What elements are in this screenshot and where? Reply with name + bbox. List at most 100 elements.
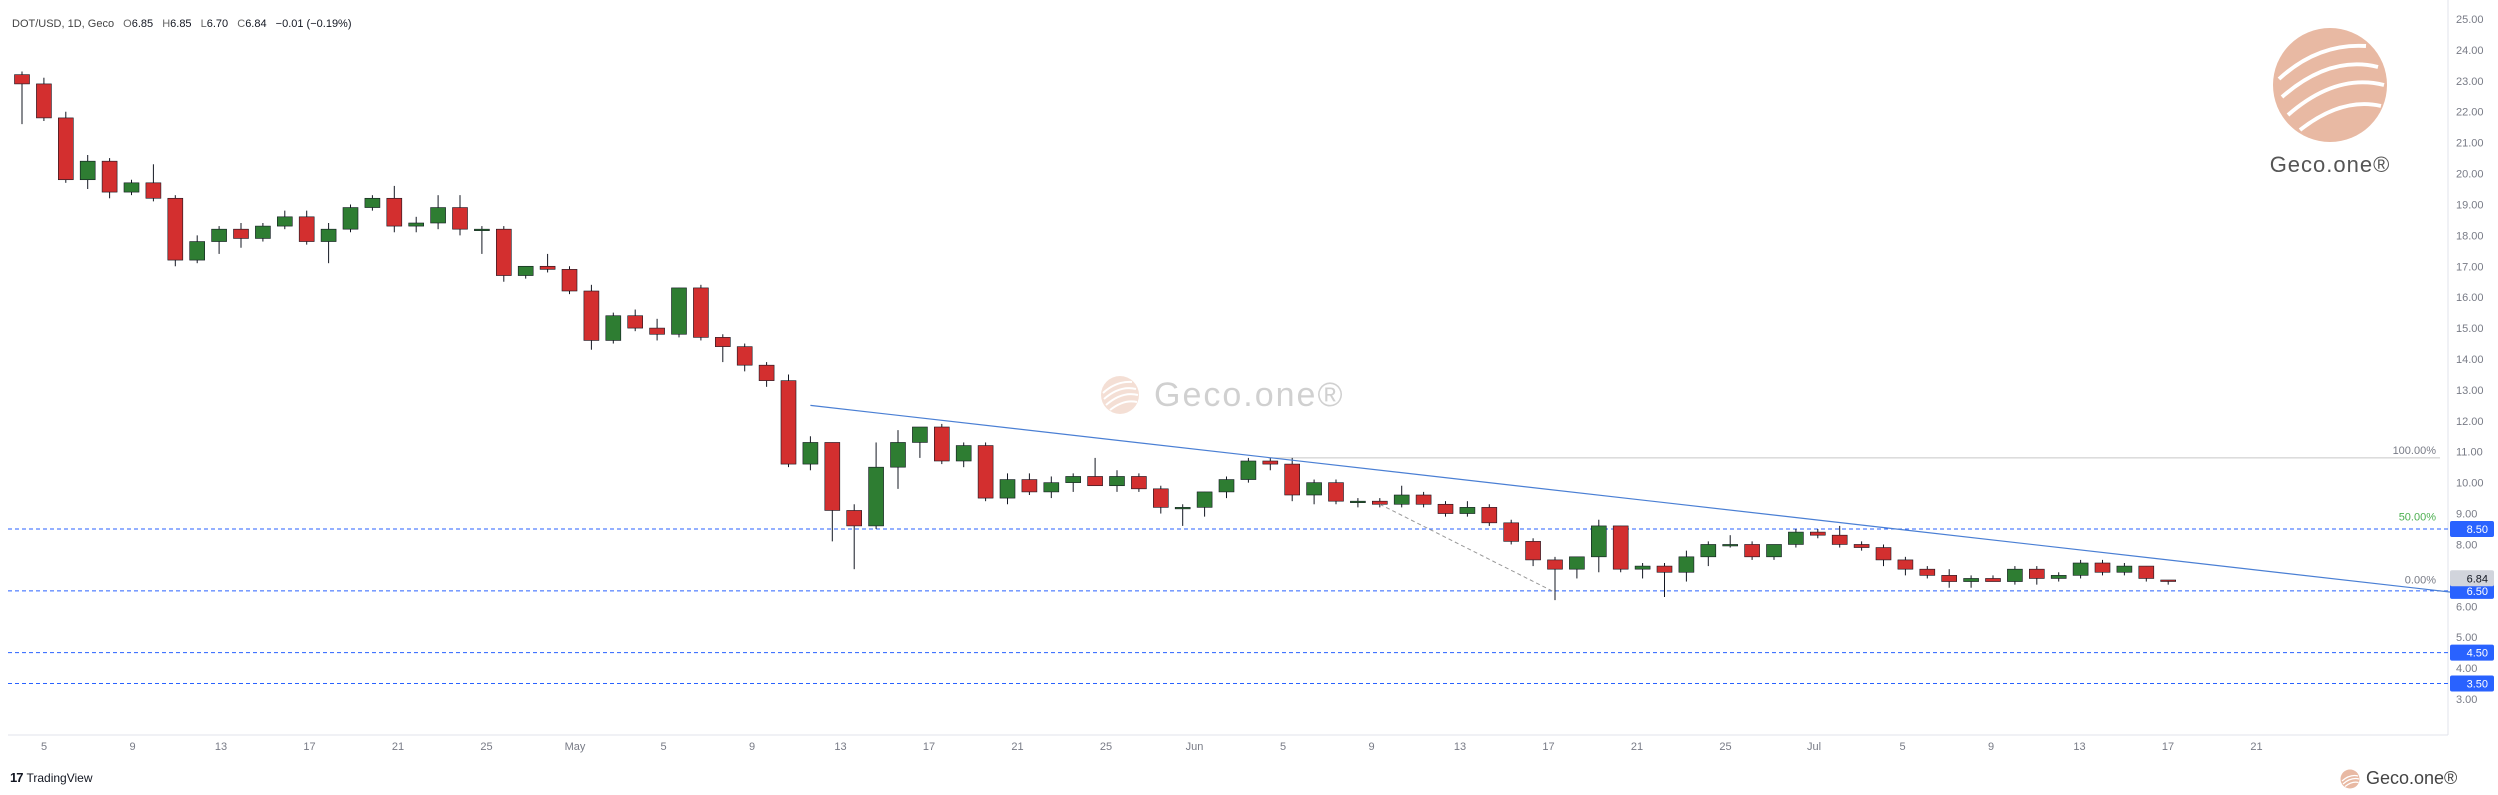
candle-down <box>1744 544 1760 558</box>
level-badge-label: 4.50 <box>2467 648 2488 660</box>
x-tick-label: 25 <box>1719 741 1731 753</box>
fib-label: 100.00% <box>2393 445 2437 457</box>
x-tick-label: Jun <box>1186 741 1204 753</box>
y-tick-label: 23.00 <box>2456 76 2484 88</box>
candle-down <box>1897 559 1914 570</box>
trendline <box>810 404 2453 593</box>
fib-label: 0.00% <box>2405 575 2436 587</box>
candle-down <box>2160 579 2176 582</box>
level-badge-label: 3.50 <box>2467 679 2488 691</box>
candle-down <box>386 197 403 227</box>
x-tick-label: 9 <box>1988 741 1994 753</box>
candle-up <box>1678 556 1695 573</box>
candle-down <box>539 265 556 270</box>
x-tick-label: 21 <box>1011 741 1023 753</box>
candle-down <box>495 228 512 276</box>
candle-up <box>1591 525 1607 558</box>
candle-down <box>1131 476 1147 490</box>
candle-down <box>1810 531 1826 536</box>
candle-down <box>977 445 994 499</box>
candle-down <box>627 315 644 329</box>
symbol-label[interactable]: DOT/USD, 1D, Geco <box>12 18 115 30</box>
x-tick-label: Jul <box>1807 741 1821 753</box>
candle-down <box>2094 562 2111 573</box>
candle-up <box>517 265 534 276</box>
candle-down <box>1087 476 1103 487</box>
candle-down <box>1525 541 1541 561</box>
candle-down <box>1021 479 1038 493</box>
candle-up <box>430 207 446 224</box>
candle-up <box>671 287 687 335</box>
x-tick-label: 5 <box>660 741 666 753</box>
level-badge <box>2450 675 2494 692</box>
candle-up <box>890 442 906 468</box>
x-tick-label: 13 <box>215 741 227 753</box>
corner-brand-text: Geco.one® <box>2269 152 2391 177</box>
y-tick-label: 9.00 <box>2456 509 2477 521</box>
x-tick-label: 5 <box>1899 741 1905 753</box>
candle-up <box>255 225 271 239</box>
dashed-projection <box>1379 503 1556 593</box>
candle-down <box>1372 500 1388 505</box>
y-tick-label: 20.00 <box>2456 169 2484 181</box>
candle-up <box>1350 500 1366 503</box>
candle-up <box>79 160 96 181</box>
change-value: −0.01 (−0.19%) <box>275 18 352 30</box>
candle-down <box>1328 482 1344 502</box>
x-tick-label: 25 <box>480 741 492 753</box>
candle-up <box>474 228 490 231</box>
y-tick-label: 8.00 <box>2456 539 2477 551</box>
tradingview-text: TradingView <box>26 770 93 785</box>
y-tick-label: 17.00 <box>2456 261 2484 273</box>
candle-down <box>714 337 731 347</box>
y-tick-label: 22.00 <box>2456 107 2484 119</box>
candle-down <box>167 197 184 261</box>
candle-up <box>1634 565 1651 570</box>
candle-down <box>233 228 249 239</box>
candle-up <box>211 228 227 242</box>
candle-up <box>912 426 928 443</box>
candle-up <box>2116 565 2133 573</box>
y-tick-label: 16.00 <box>2456 292 2484 304</box>
candle-down <box>1853 544 1870 548</box>
candle-down <box>1656 565 1673 573</box>
x-tick-label: 25 <box>1100 741 1112 753</box>
geco-watermark: Geco.one® <box>1100 375 1345 415</box>
x-tick-label: 21 <box>1631 741 1643 753</box>
candle-down <box>1284 463 1300 496</box>
y-tick-label: 18.00 <box>2456 230 2484 242</box>
x-tick-label: 9 <box>749 741 755 753</box>
y-tick-label: 5.00 <box>2456 632 2477 644</box>
candle-up <box>1963 578 1979 582</box>
candle-up <box>1788 531 1804 545</box>
candle-up <box>1569 556 1585 570</box>
candle-down <box>1941 575 1957 582</box>
candle-up <box>189 241 205 261</box>
candle-down <box>2138 565 2155 579</box>
x-tick-label: 9 <box>1368 741 1374 753</box>
x-tick-label: 5 <box>1280 741 1286 753</box>
candle-up <box>2072 562 2089 576</box>
candle-down <box>758 364 775 381</box>
y-tick-label: 15.00 <box>2456 323 2484 335</box>
level-badge-label: 8.50 <box>2467 524 2488 536</box>
low-label: L <box>200 18 207 30</box>
y-tick-label: 13.00 <box>2456 385 2484 397</box>
candle-up <box>999 479 1016 499</box>
bottom-brand-text: Geco.one® <box>2366 768 2458 788</box>
y-tick-label: 12.00 <box>2456 416 2484 428</box>
x-tick-label: 21 <box>392 741 404 753</box>
candle-down <box>57 117 74 181</box>
tradingview-brand[interactable]: 17 TradingView <box>10 770 93 785</box>
candle-up <box>1218 479 1235 493</box>
candle-down <box>1153 488 1169 508</box>
candle-up <box>1393 494 1410 505</box>
candle-down <box>298 216 315 242</box>
level-badge <box>2450 582 2494 599</box>
x-tick-label: 17 <box>303 741 315 753</box>
x-tick-label: 5 <box>41 741 47 753</box>
symbol-header: DOT/USD, 1D, Geco O6.85 H6.85 L6.70 C6.8… <box>12 18 352 30</box>
last-price-badge <box>2450 570 2494 587</box>
y-tick-label: 14.00 <box>2456 354 2484 366</box>
